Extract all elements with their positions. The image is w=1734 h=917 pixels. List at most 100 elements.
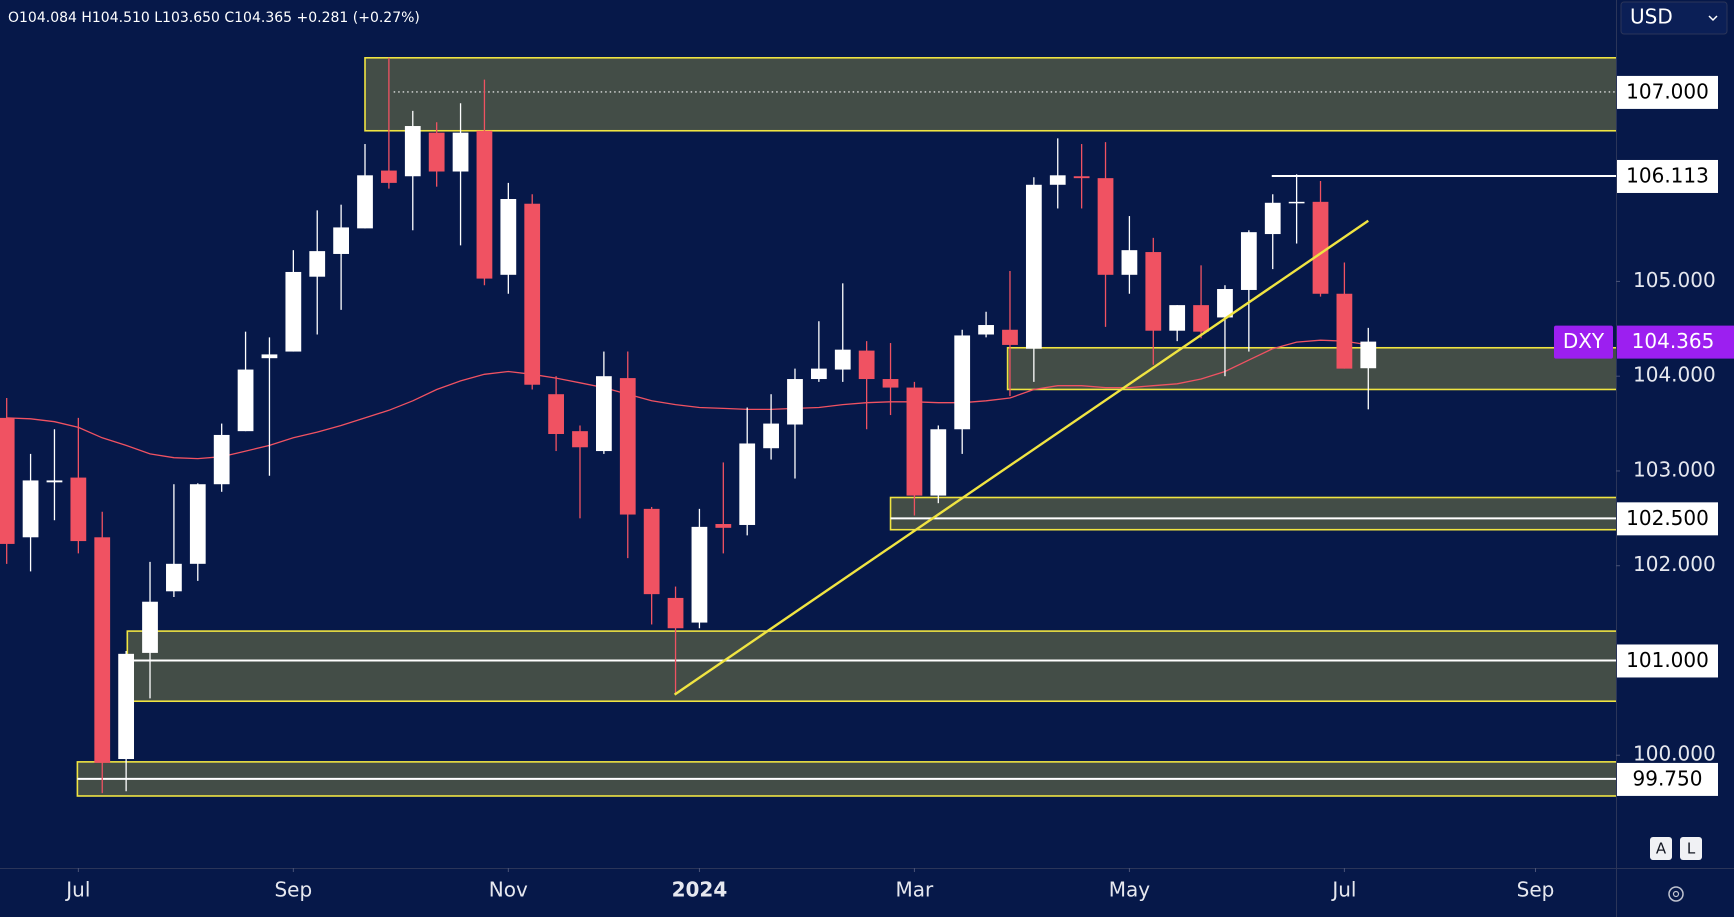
price-tag-label: 107.000 xyxy=(1626,79,1709,103)
price-tag xyxy=(1617,644,1718,678)
x-tick-label: Jul xyxy=(1330,878,1356,902)
last-price-tag xyxy=(1617,325,1734,359)
candle-body xyxy=(1145,252,1162,331)
currency-selector[interactable]: USD xyxy=(1620,1,1728,35)
candle-body xyxy=(0,417,15,544)
candle-body xyxy=(500,198,517,275)
candle-body xyxy=(643,508,660,595)
candle-body xyxy=(882,379,899,388)
candle-body xyxy=(978,325,994,335)
dropdown-arrow[interactable] xyxy=(1708,15,1718,22)
x-tick-label: Jul xyxy=(64,878,90,902)
candle-body xyxy=(787,379,803,425)
zone xyxy=(889,496,1616,531)
trendline xyxy=(673,219,1369,696)
x-tick-label: Sep xyxy=(274,878,312,902)
candle-body xyxy=(1336,293,1353,369)
currency-box[interactable] xyxy=(1620,1,1728,35)
candle-body xyxy=(548,394,564,434)
price-tag xyxy=(1617,159,1718,193)
plot-area xyxy=(0,57,1616,797)
candle-body xyxy=(1264,202,1281,235)
candle-body xyxy=(285,271,302,352)
candle-body xyxy=(309,251,326,277)
candle-body xyxy=(476,130,493,279)
y-tick-label: 104.000 xyxy=(1633,363,1716,387)
candle-body xyxy=(691,526,708,623)
candle-body xyxy=(763,423,779,449)
candle-body xyxy=(1121,250,1138,275)
candle-body xyxy=(357,175,373,229)
candle-body xyxy=(404,126,421,177)
x-tick-label: Nov xyxy=(489,878,528,902)
candle-body xyxy=(1193,305,1209,332)
symbol-label: DXY xyxy=(1563,329,1605,353)
candle-body xyxy=(452,132,469,172)
candle-body xyxy=(1073,176,1090,179)
candle-body xyxy=(1288,201,1305,204)
candle-body xyxy=(595,376,612,452)
candle-body xyxy=(213,434,230,485)
x-tick-label: 2024 xyxy=(672,878,728,902)
candle-body xyxy=(619,378,636,515)
currency-label[interactable]: USD xyxy=(1630,5,1673,29)
candle-body xyxy=(572,431,588,448)
x-tick-label: Sep xyxy=(1517,878,1555,902)
candle-body xyxy=(142,601,158,653)
y-tick-label: 102.000 xyxy=(1633,552,1716,576)
zone xyxy=(1006,346,1616,391)
candle-body xyxy=(428,132,445,172)
candle-body xyxy=(70,477,87,542)
settings-icon[interactable] xyxy=(1668,886,1684,902)
candle-body xyxy=(667,597,684,629)
candle-body xyxy=(237,369,254,432)
candle-body xyxy=(739,443,756,525)
candle-body xyxy=(381,170,397,183)
price-tag-label: 99.750 xyxy=(1633,766,1703,790)
price-tag-label: 102.500 xyxy=(1626,506,1709,530)
ohlc-legend: O104.084 H104.510 L103.650 C104.365 +0.2… xyxy=(8,10,420,26)
price-tag-label: 101.000 xyxy=(1626,648,1709,672)
candle-body xyxy=(166,563,182,592)
candle-body xyxy=(94,537,111,763)
x-tick-label: Mar xyxy=(896,878,935,902)
last-price-label: 104.365 xyxy=(1632,329,1715,353)
candle-body xyxy=(261,354,278,359)
candle-body xyxy=(1217,289,1233,318)
candle-body xyxy=(118,653,135,760)
scale-button-label[interactable]: A xyxy=(1656,840,1667,858)
candle-body xyxy=(1049,175,1066,185)
candle-body xyxy=(1002,329,1018,345)
x-tick-label: May xyxy=(1109,878,1151,902)
candle-body xyxy=(22,480,39,538)
candle-body xyxy=(858,350,875,380)
moving-average xyxy=(6,339,1369,460)
candle-body xyxy=(1097,178,1114,275)
candle-body xyxy=(1240,232,1257,290)
candle-body xyxy=(1312,201,1329,294)
price-tag-label: 106.113 xyxy=(1626,163,1709,187)
price-tag xyxy=(1617,502,1718,536)
candle-body xyxy=(954,335,971,430)
candle-body xyxy=(1169,305,1186,331)
scale-button[interactable] xyxy=(1680,837,1702,860)
candle-body xyxy=(524,203,541,385)
candle-body xyxy=(715,524,732,528)
candle-body xyxy=(834,349,851,370)
price-tag xyxy=(1617,75,1718,109)
candle-body xyxy=(333,227,349,254)
y-tick-label: 103.000 xyxy=(1633,457,1716,481)
settings-core[interactable] xyxy=(1672,890,1680,898)
candle-body xyxy=(1360,341,1377,369)
candle-body xyxy=(930,429,947,496)
zone xyxy=(126,630,1616,703)
y-tick-label: 100.000 xyxy=(1633,742,1716,766)
scale-button-label[interactable]: L xyxy=(1687,840,1696,858)
candle-body xyxy=(810,368,827,380)
candle-body xyxy=(189,484,206,564)
candle-body xyxy=(1025,184,1042,349)
settings-ring[interactable] xyxy=(1668,886,1684,902)
candle-body xyxy=(906,387,923,496)
scale-button[interactable] xyxy=(1650,837,1672,860)
